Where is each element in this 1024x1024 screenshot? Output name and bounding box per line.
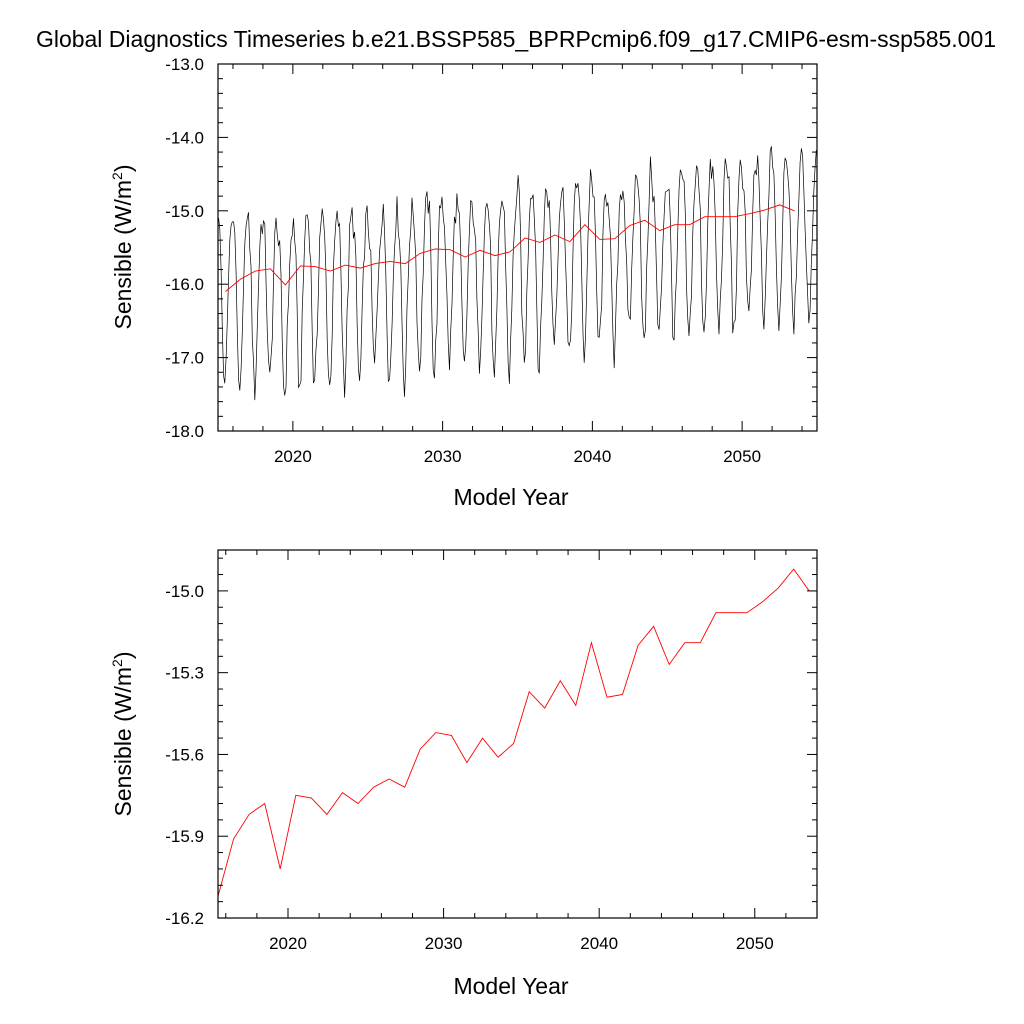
monthly-series-line (218, 146, 817, 401)
x-tick-label: 2020 (274, 447, 312, 466)
y-tick-label: -15.9 (165, 827, 204, 846)
y-tick-label: -15.3 (165, 664, 204, 683)
y-tick-label: -16.2 (165, 909, 204, 928)
x-tick-label: 2040 (580, 934, 618, 953)
x-tick-label: 2030 (424, 447, 462, 466)
y-tick-label: -15.0 (165, 202, 204, 221)
y-tick-label: -18.0 (165, 422, 204, 441)
figure-title: Global Diagnostics Timeseries b.e21.BSSP… (36, 26, 996, 52)
annual-mean-line (217, 568, 817, 897)
bottom-panel-lines (217, 568, 817, 897)
y-tick-label: -15.0 (165, 582, 204, 601)
top-panel-tick-labels: 2020 2030 2040 2050 -18.0 -17.0 -16.0 -15.0 -14.… (165, 55, 761, 466)
x-tick-label: 2020 (269, 934, 307, 953)
y-tick-label: -17.0 (165, 349, 204, 368)
top-panel-frame (217, 63, 818, 432)
bottom-panel-ticks (218, 550, 818, 919)
x-tick-label: 2050 (736, 934, 774, 953)
top-panel-lines (218, 146, 817, 401)
top-panel-y-axis-label: Sensible (W/m2) (109, 164, 136, 329)
y-tick-label: -15.6 (165, 745, 204, 764)
bottom-panel: 2020 2030 2040 2050 -16.2 -15.9 -15.6 -15.3 -15.… (109, 549, 818, 999)
x-tick-label: 2050 (723, 447, 761, 466)
y-tick-label: -13.0 (165, 55, 204, 74)
top-panel-ticks (218, 63, 817, 432)
x-tick-label: 2030 (425, 934, 463, 953)
top-panel-x-axis-label: Model Year (453, 484, 568, 510)
x-tick-label: 2040 (573, 447, 611, 466)
y-tick-label: -16.0 (165, 275, 204, 294)
y-tick-label: -14.0 (165, 128, 204, 147)
bottom-panel-x-axis-label: Model Year (453, 973, 568, 999)
annual-mean-line (225, 204, 795, 292)
top-panel: 2020 2030 2040 2050 -18.0 -17.0 -16.0 -15.0 -14.… (109, 55, 818, 510)
bottom-panel-tick-labels: 2020 2030 2040 2050 -16.2 -15.9 -15.6 -15.3 -15.… (165, 582, 773, 953)
bottom-panel-y-axis-label: Sensible (W/m2) (109, 651, 136, 816)
bottom-panel-frame (217, 549, 818, 919)
